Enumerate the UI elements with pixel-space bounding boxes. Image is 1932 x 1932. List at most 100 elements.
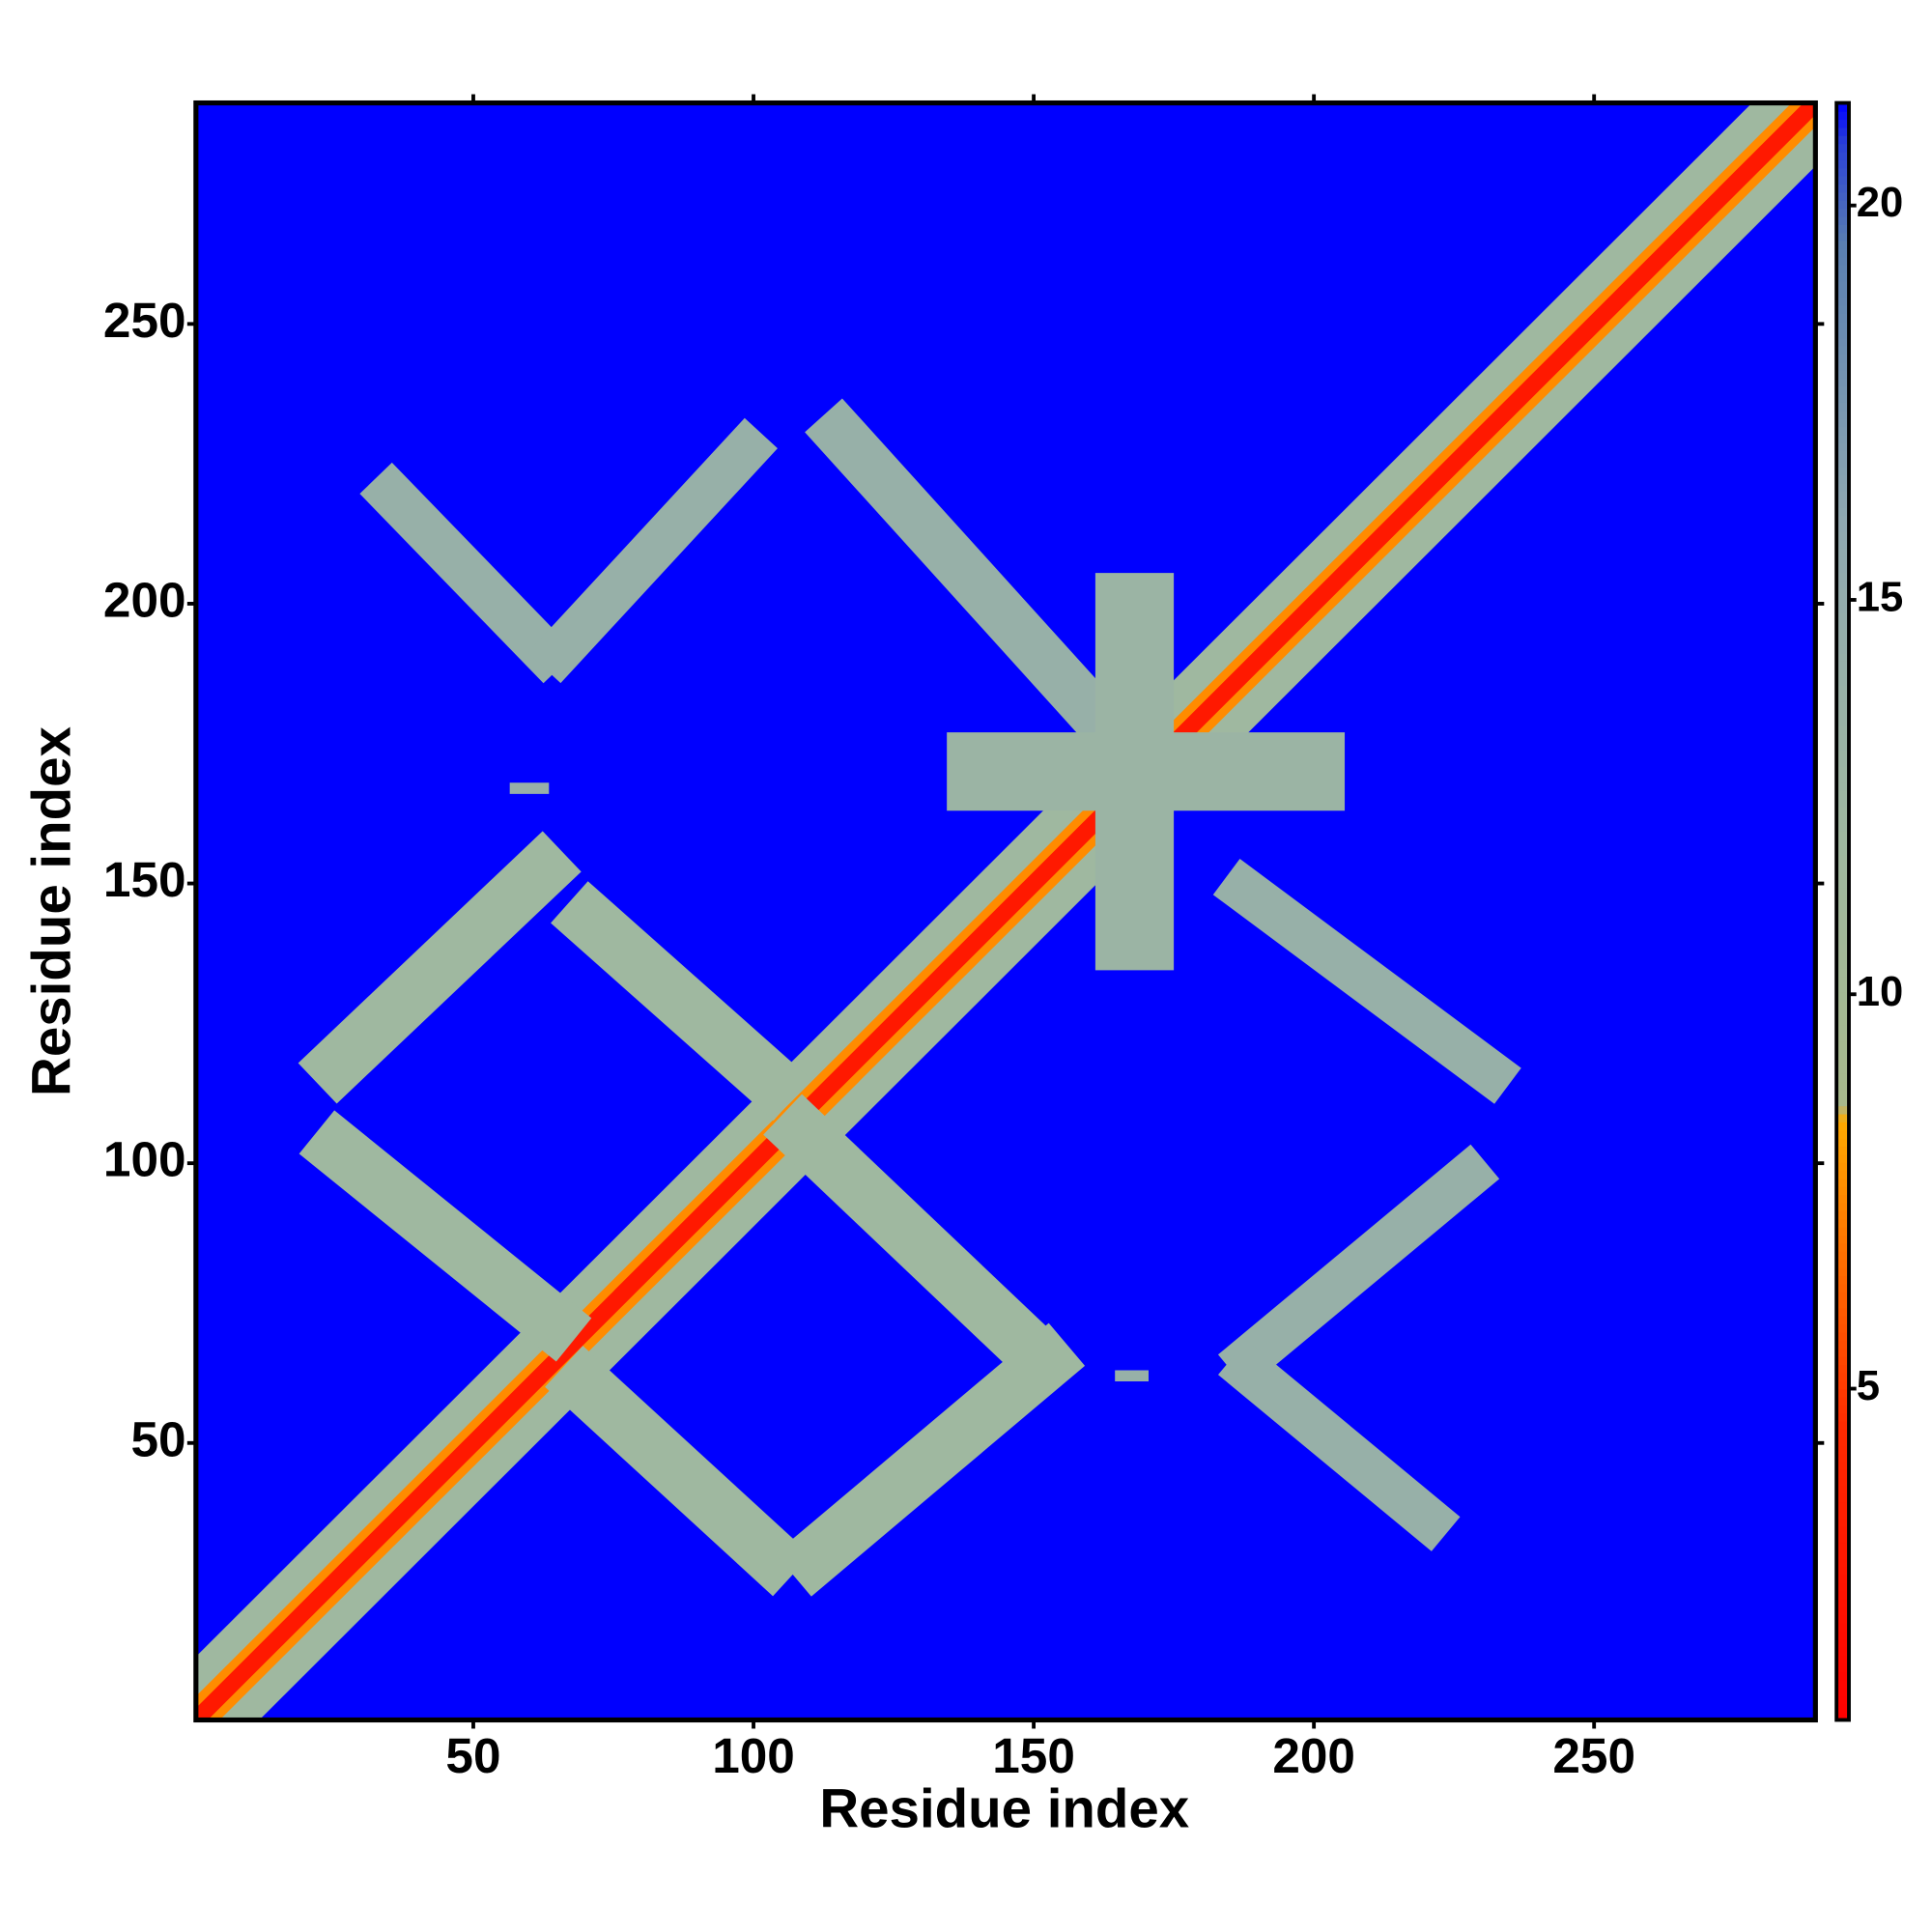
colorbar-step [1836,596,1849,606]
colorbar-step [1836,1218,1849,1228]
colorbar-step [1836,1501,1849,1511]
colorbar-step [1836,1542,1849,1551]
colorbar-step [1836,1712,1849,1721]
colorbar-step [1836,1631,1849,1640]
x-axis-label: Residue index [819,1778,1189,1839]
colorbar-step [1836,1379,1849,1390]
colorbar-step [1836,1396,1849,1406]
colorbar-step [1836,1153,1849,1163]
colorbar-step [1836,1194,1849,1204]
colorbar-step [1836,700,1849,711]
colorbar-step [1836,555,1849,565]
colorbar-step [1836,1429,1849,1438]
colorbar-step [1836,887,1849,896]
band [1217,1340,1461,1551]
colorbar-step [1836,1323,1849,1333]
colorbar-step [1836,272,1849,282]
colorbar-step [1836,491,1849,500]
colorbar-step [1836,110,1849,121]
colorbar-step [1836,1331,1849,1341]
colorbar-step [1836,741,1849,751]
colorbar-step [1836,102,1849,112]
colorbar-step [1836,240,1849,249]
band [527,417,778,684]
colorbar-step [1836,1533,1849,1544]
colorbar-step [1836,410,1849,419]
colorbar-step [1836,1122,1849,1131]
colorbar-step [1836,992,1849,1002]
colorbar-frame [1834,100,1851,1722]
colorbar-step [1836,903,1849,913]
colorbar-step [1836,863,1849,872]
colorbar-step [1836,199,1849,210]
colorbar-step [1836,1316,1849,1325]
band [1217,1144,1500,1389]
colorbar-step [1836,1647,1849,1657]
x-tick-label: 100 [712,1728,795,1783]
colorbar-step [1836,1226,1849,1236]
colorbar-step [1836,1412,1849,1422]
x-tick-label: 150 [992,1728,1075,1783]
colorbar-step [1836,1493,1849,1503]
colorbar-step [1836,1259,1849,1268]
colorbar-step [1836,976,1849,985]
colorbar-step [1836,636,1849,646]
colorbar-step [1836,814,1849,824]
colorbar-step [1836,959,1849,969]
band [545,1346,811,1597]
colorbar-step [1836,1388,1849,1398]
colorbar-step [1836,1210,1849,1220]
colorbar-step [1836,1655,1849,1664]
colorbar-step [1836,661,1849,670]
colorbar-step [1836,1566,1849,1576]
colorbar-step [1836,668,1849,678]
colorbar-step [1836,1283,1849,1293]
band [551,881,811,1122]
colorbar-step [1836,709,1849,719]
colorbar-step [1836,1251,1849,1261]
colorbar-step [1836,184,1849,193]
colorbar-step [1836,232,1849,242]
colorbar-step [1836,1509,1849,1520]
colorbar-step [1836,676,1849,686]
band [195,102,1816,1720]
colorbar-step [1836,127,1849,136]
colorbar-step [1836,1235,1849,1244]
colorbar-step [1836,628,1849,638]
colorbar-step [1836,1518,1849,1527]
colorbar-step [1836,531,1849,541]
colorbar-step [1836,523,1849,532]
colorbar-step [1836,620,1849,630]
band [509,782,550,794]
colorbar-step [1836,256,1849,266]
x-tick-label: 50 [445,1728,500,1783]
colorbar-step [1836,765,1849,776]
colorbar-step [1836,750,1849,759]
colorbar-step [1836,1307,1849,1317]
colorbar-step [1836,911,1849,921]
colorbar-step [1836,1420,1849,1430]
colorbar-step [1836,935,1849,945]
colorbar-step [1836,1671,1849,1681]
colorbar-step [1836,757,1849,767]
colorbar-step [1836,385,1849,395]
colorbar-step [1836,1477,1849,1487]
colorbar-step [1836,191,1849,201]
colorbar-step [1836,774,1849,783]
colorbar-step [1836,1105,1849,1115]
colorbar-step [1836,717,1849,726]
colorbar-step [1836,304,1849,314]
colorbar-tick-label: 5 [1857,1362,1880,1409]
colorbar-tick-label: 10 [1857,968,1904,1015]
band [298,831,582,1104]
colorbar-step [1836,1266,1849,1276]
colorbar-step [1836,1461,1849,1470]
colorbar-step [1836,467,1849,476]
colorbar-step [1836,328,1849,339]
colorbar-step [1836,1000,1849,1009]
colorbar-step [1836,507,1849,517]
colorbar-step [1836,1161,1849,1172]
colorbar-step [1836,215,1849,225]
